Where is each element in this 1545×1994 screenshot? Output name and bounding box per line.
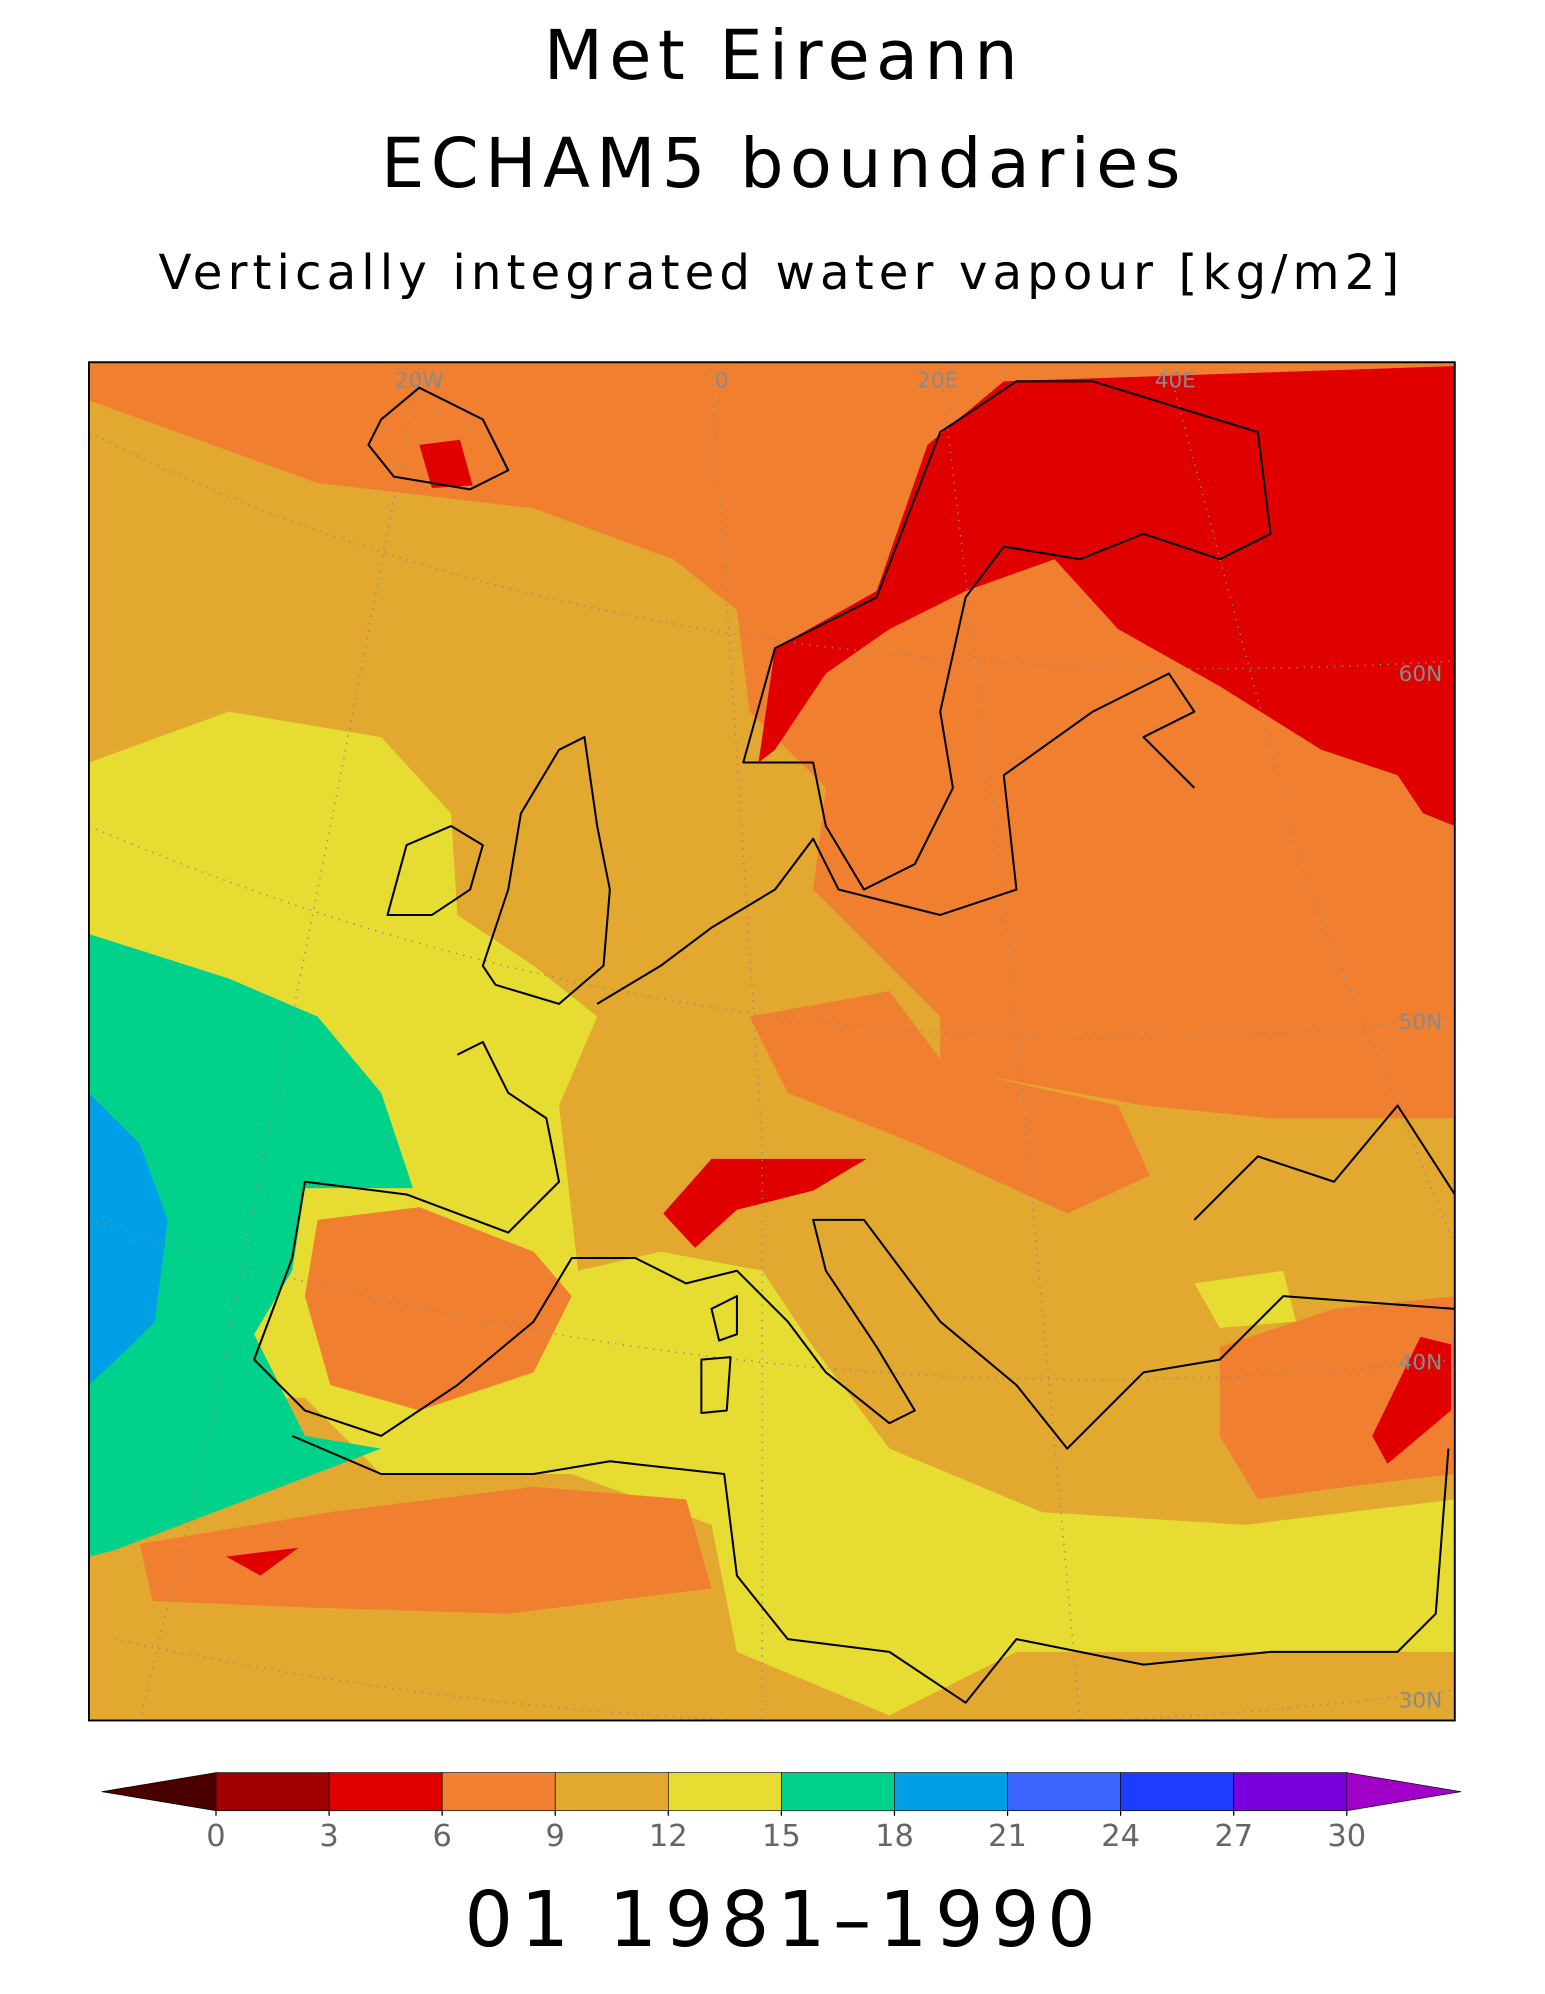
field-region [758, 366, 1455, 827]
field-region [88, 1092, 168, 1386]
colorbar-bin [441, 1772, 556, 1812]
lon-label: 40E [1155, 368, 1196, 393]
lat-label: 50N [1399, 1010, 1443, 1035]
colorbar-bin [1120, 1772, 1235, 1812]
colorbar-tick-label: 30 [1327, 1819, 1366, 1854]
colorbar-bin [894, 1772, 1008, 1812]
colorbar-bin [554, 1772, 669, 1812]
map-frame [87, 361, 1456, 1722]
lon-labels: 20W 0 20E 40E [395, 368, 1196, 393]
field-region [139, 1486, 712, 1614]
field-region [304, 1207, 572, 1411]
colorbar-bin [328, 1772, 443, 1812]
lat-label: 60N [1399, 662, 1443, 687]
lon-label: 20W [395, 368, 444, 393]
field-region [1372, 1336, 1451, 1464]
colorbar-bin [781, 1772, 895, 1812]
colorbar-tick-label: 18 [875, 1819, 914, 1854]
lon-label: 0 [715, 368, 729, 393]
variable-label: Vertically integrated water vapour [kg/m… [158, 245, 1404, 301]
colorbar-bin [1007, 1772, 1121, 1812]
colorbar-tick-label: 21 [988, 1819, 1027, 1854]
colorbar-tick-label: 12 [649, 1819, 688, 1854]
colorbar-tick-label: 9 [546, 1819, 565, 1854]
colorbar-tick-label: 27 [1214, 1819, 1253, 1854]
field-region [663, 1158, 867, 1248]
colorbar: 0 3 6 9 12 15 18 21 24 27 30 [101, 1772, 1462, 1854]
lat-label: 40N [1399, 1350, 1443, 1375]
field-region [226, 1547, 299, 1576]
colorbar-tick-label: 3 [319, 1819, 338, 1854]
lat-labels: 60N 50N 40N 30N [1399, 662, 1443, 1714]
map-field [88, 362, 1455, 1721]
colorbar-under [101, 1772, 217, 1812]
colorbar-tick-label: 15 [762, 1819, 801, 1854]
field-region [749, 991, 1150, 1214]
colorbar-over [1346, 1772, 1462, 1812]
subtitle: ECHAM5 boundaries [381, 124, 1187, 204]
title: Met Eireann [544, 16, 1024, 96]
colorbar-tick-label: 0 [206, 1819, 225, 1854]
colorbar-bin [1233, 1772, 1348, 1812]
colorbar-bin [667, 1772, 782, 1812]
field-region [419, 439, 473, 489]
lat-label: 30N [1399, 1688, 1443, 1713]
footer-label: 01 1981–1990 [465, 1875, 1104, 1964]
field-region [88, 711, 1455, 1716]
colorbar-tick-label: 6 [432, 1819, 451, 1854]
field-region [88, 934, 413, 1557]
colorbar-tick-label: 24 [1101, 1819, 1140, 1854]
field-region [1194, 1270, 1296, 1328]
lon-label: 20E [917, 368, 958, 393]
colorbar-bin [215, 1772, 330, 1812]
